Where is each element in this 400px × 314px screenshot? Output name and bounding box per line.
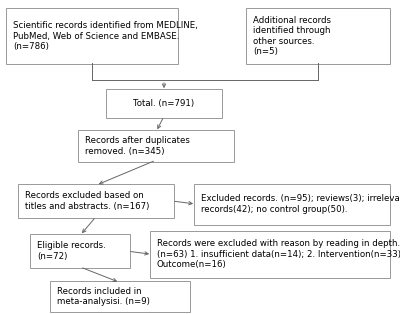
Text: Records were excluded with reason by reading in depth.
(n=63) 1. insufficient da: Records were excluded with reason by rea… <box>157 240 400 269</box>
Text: Eligible records.
(n=72): Eligible records. (n=72) <box>37 241 106 261</box>
FancyBboxPatch shape <box>50 281 190 312</box>
Text: Scientific records identified from MEDLINE,
PubMed, Web of Science and EMBASE.
(: Scientific records identified from MEDLI… <box>13 21 198 51</box>
FancyBboxPatch shape <box>246 8 390 64</box>
Text: Records after duplicates
removed. (n=345): Records after duplicates removed. (n=345… <box>85 136 190 156</box>
FancyBboxPatch shape <box>106 89 222 118</box>
Text: Records excluded based on
titles and abstracts. (n=167): Records excluded based on titles and abs… <box>25 191 149 211</box>
FancyBboxPatch shape <box>6 8 178 64</box>
Text: Total. (n=791): Total. (n=791) <box>134 99 194 108</box>
FancyBboxPatch shape <box>30 234 130 268</box>
FancyBboxPatch shape <box>194 184 390 225</box>
FancyBboxPatch shape <box>18 184 174 218</box>
Text: Records included in
meta-analysisi. (n=9): Records included in meta-analysisi. (n=9… <box>57 287 150 306</box>
FancyBboxPatch shape <box>150 231 390 278</box>
FancyBboxPatch shape <box>78 130 234 162</box>
Text: Excluded records. (n=95); reviews(3); irrelevant
records(42); no control group(5: Excluded records. (n=95); reviews(3); ir… <box>201 194 400 214</box>
Text: Additional records
identified through
other sources.
(n=5): Additional records identified through ot… <box>253 16 331 56</box>
